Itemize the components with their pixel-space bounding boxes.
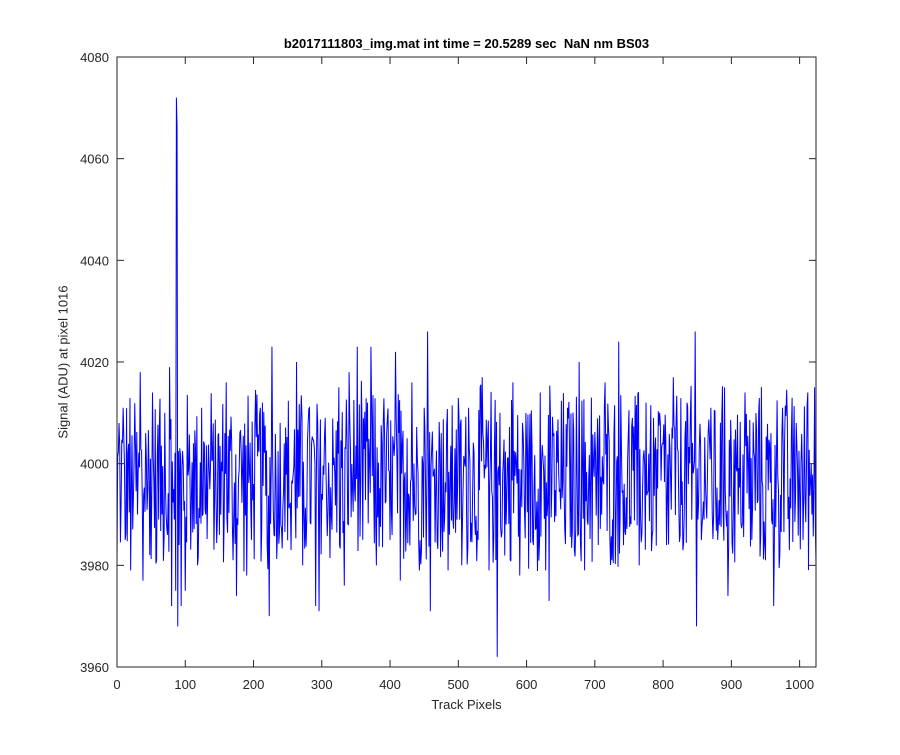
x-tick-label: 1000 xyxy=(785,677,814,692)
x-tick-label: 800 xyxy=(652,677,674,692)
x-tick-label: 0 xyxy=(113,677,120,692)
y-tick-label: 3980 xyxy=(80,558,109,573)
x-tick-label: 400 xyxy=(379,677,401,692)
y-tick-label: 3960 xyxy=(80,660,109,675)
series-line xyxy=(116,97,817,657)
x-tick-label: 500 xyxy=(447,677,469,692)
y-tick-label: 4040 xyxy=(80,253,109,268)
y-tick-label: 4080 xyxy=(80,50,109,65)
y-axis-label: Signal (ADU) at pixel 1016 xyxy=(55,285,71,439)
y-tick-label: 4060 xyxy=(80,152,109,167)
axes-box xyxy=(116,56,817,668)
x-tick-label: 600 xyxy=(516,677,538,692)
x-tick-label: 700 xyxy=(584,677,606,692)
chart-title: b2017111803_img.mat int time = 20.5289 s… xyxy=(283,36,650,51)
y-tick-label: 4000 xyxy=(80,457,109,472)
x-tick-label: 300 xyxy=(311,677,333,692)
x-tick-label: 200 xyxy=(243,677,265,692)
y-tick-label: 4020 xyxy=(80,355,109,370)
x-axis-label: Track Pixels xyxy=(431,697,502,712)
x-tick-label: 900 xyxy=(721,677,743,692)
x-tick-label: 100 xyxy=(174,677,196,692)
